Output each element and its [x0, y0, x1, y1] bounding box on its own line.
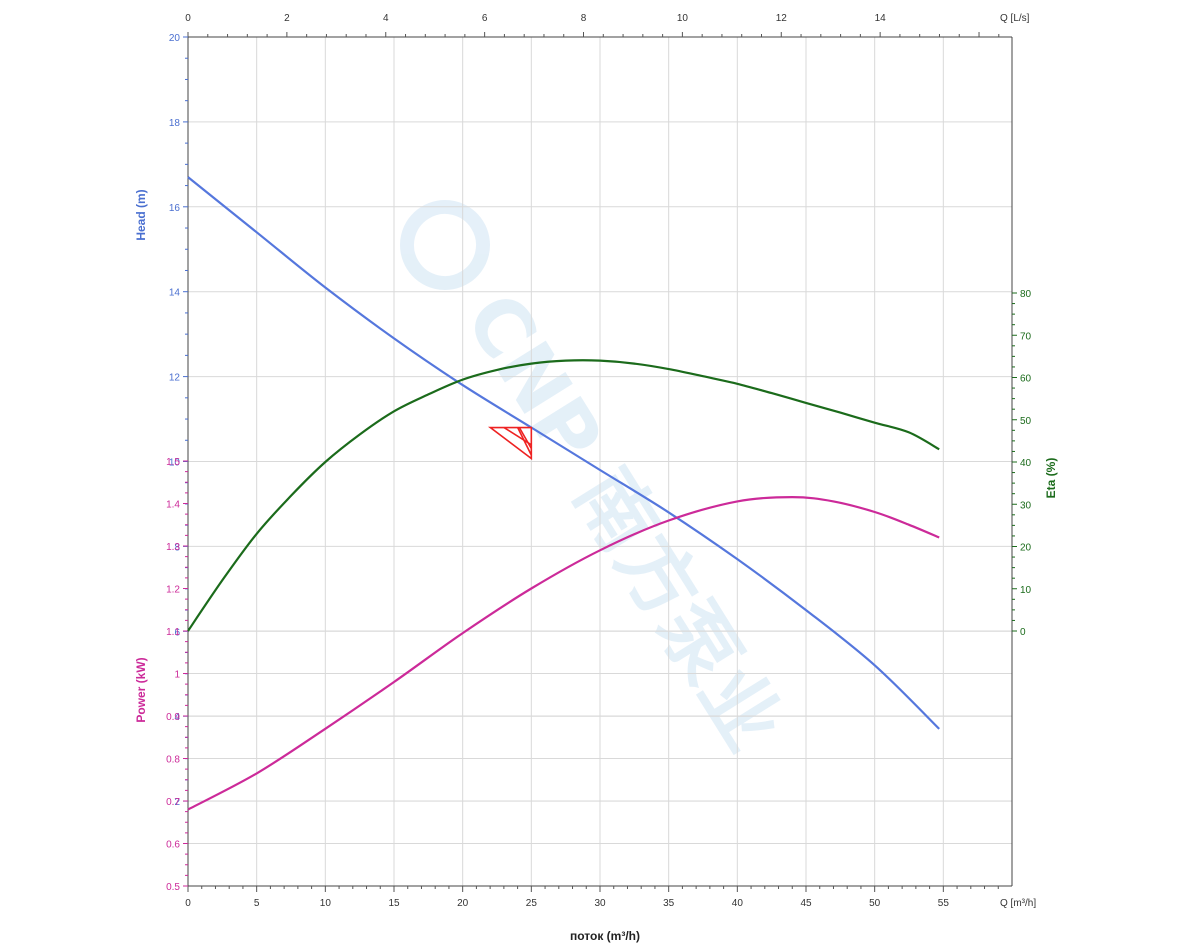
head-tick-label: 12: [169, 373, 181, 384]
head-tick-label: 10: [169, 458, 181, 469]
head-tick-label: 18: [169, 118, 181, 129]
x-tick-label: 35: [663, 898, 675, 909]
x-tick-label: 15: [388, 898, 400, 909]
duty-point-layer: [487, 426, 533, 461]
head-axis-title: Head (m): [134, 189, 148, 240]
eta-tick-label: 80: [1020, 289, 1032, 300]
head-tick-label: 6: [174, 627, 180, 638]
grid: [188, 36, 1012, 886]
x-tick-label: 5: [254, 898, 260, 909]
x-tick-label: 25: [526, 898, 538, 909]
watermark-text: CNP 南方泵业: [447, 278, 798, 766]
duty-point-marker: [487, 426, 533, 461]
x-top-tick-label: 6: [482, 13, 488, 24]
x-tick-label: 20: [457, 898, 469, 909]
eta-tick-label: 60: [1020, 374, 1032, 385]
eta-tick-label: 0: [1020, 627, 1026, 638]
duty-point-triangle: [487, 426, 533, 461]
x-tick-label: 50: [869, 898, 881, 909]
x-axis-title: поток (m³/h): [570, 929, 640, 943]
x-top-tick-label: 10: [677, 13, 689, 24]
x-tick-label: 30: [594, 898, 606, 909]
watermark-ring: [400, 200, 490, 290]
head-tick-label: 14: [169, 288, 181, 299]
power-tick-label: 1.4: [166, 500, 180, 511]
ticks: [183, 32, 1017, 892]
x-tick-label: 55: [938, 898, 950, 909]
series-line-head: [187, 176, 940, 730]
power-tick-label: 0.5: [166, 882, 180, 893]
power-axis-title: Power (kW): [134, 657, 148, 722]
duty-point-hatch: [518, 427, 533, 449]
x-tick-label: 10: [320, 898, 332, 909]
x-top-unit-label: Q [L/s]: [1000, 13, 1030, 24]
power-tick-label: 0.7: [166, 797, 180, 808]
series-line-power: [187, 496, 940, 811]
x-top-tick-label: 0: [185, 13, 191, 24]
eta-tick-label: 20: [1020, 543, 1032, 554]
eta-tick-label: 30: [1020, 500, 1032, 511]
x-top-tick-label: 2: [284, 13, 290, 24]
power-tick-label: 1.5: [166, 457, 180, 468]
power-tick-label: 1.2: [166, 585, 180, 596]
eta-tick-label: 10: [1020, 585, 1032, 596]
head-tick-label: 20: [169, 33, 181, 44]
head-tick-label: 4: [174, 712, 180, 723]
duty-point-hatch: [516, 427, 533, 456]
series-line-eta: [187, 359, 940, 632]
x-tick-label: 0: [185, 898, 191, 909]
x-top-tick-label: 12: [776, 13, 788, 24]
x-top-tick-label: 4: [383, 13, 389, 24]
power-tick-label: 0.9: [166, 712, 180, 723]
power-tick-label: 1.3: [166, 542, 180, 553]
eta-tick-label: 70: [1020, 331, 1032, 342]
eta-tick-label: 40: [1020, 458, 1032, 469]
head-tick-label: 8: [174, 542, 180, 553]
x-top-tick-label: 8: [581, 13, 587, 24]
x-tick-label: 45: [800, 898, 812, 909]
eta-axis-title: Eta (%): [1044, 458, 1058, 499]
head-tick-label: 16: [169, 203, 181, 214]
x-tick-label: 40: [732, 898, 744, 909]
eta-tick-label: 50: [1020, 416, 1032, 427]
power-tick-label: 0.6: [166, 840, 180, 851]
series-layer: [187, 176, 940, 811]
power-tick-label: 0.8: [166, 755, 180, 766]
labels: 0 5 10 15 20 25 30 35 40 45 50 55 Q [m³/h]поток (m³/…: [134, 13, 1058, 943]
power-tick-label: 1: [174, 670, 180, 681]
x-bottom-unit-label: Q [m³/h]: [1000, 898, 1036, 909]
head-tick-label: 2: [174, 797, 180, 808]
x-top-tick-label: 14: [875, 13, 887, 24]
power-tick-label: 1.1: [166, 627, 180, 638]
